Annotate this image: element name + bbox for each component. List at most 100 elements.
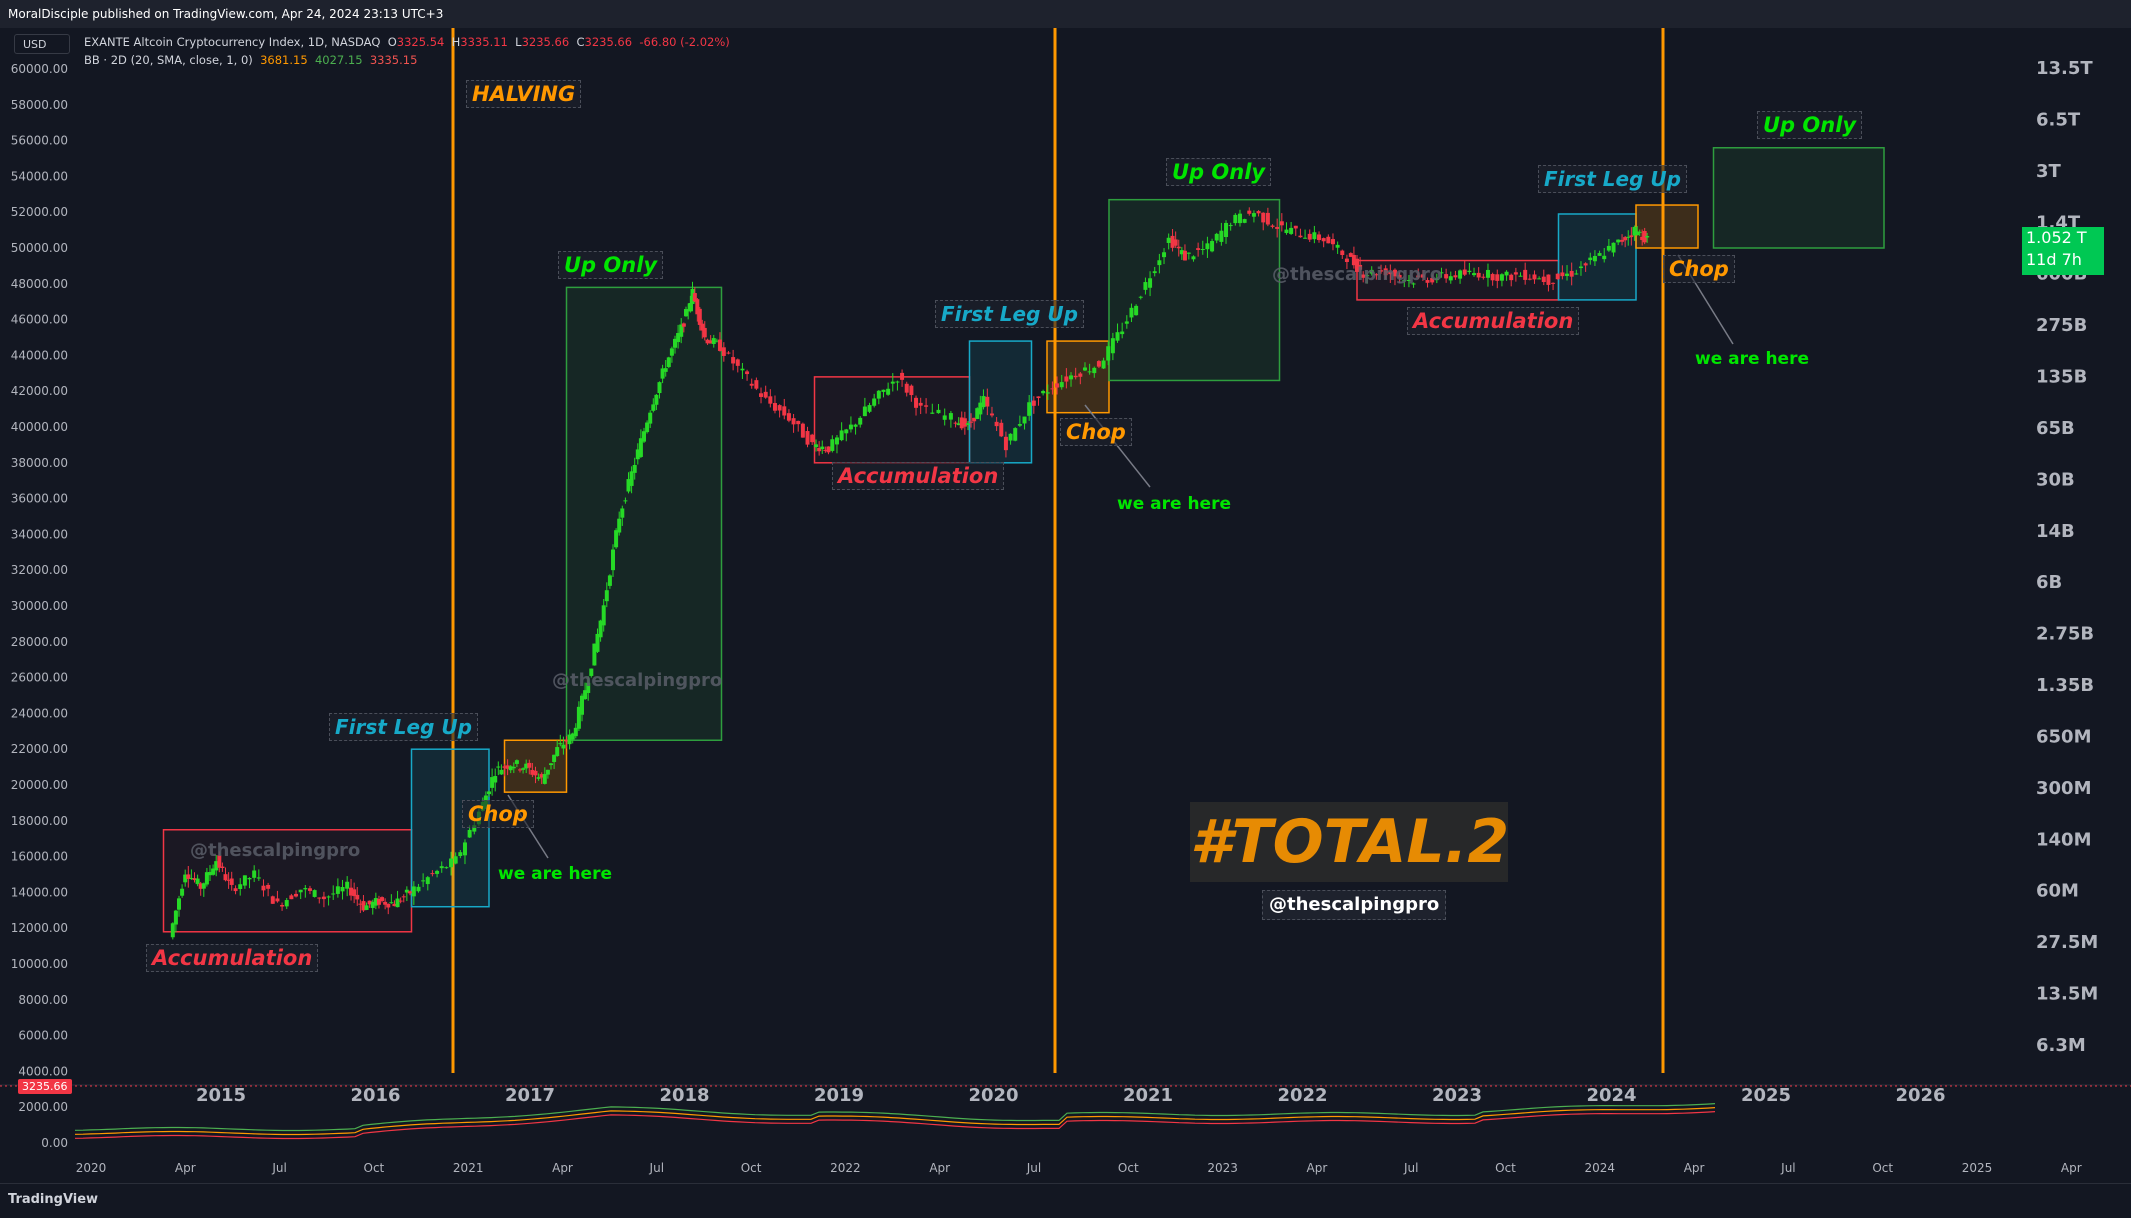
candle-body: [1228, 225, 1233, 227]
candle-body: [462, 842, 467, 856]
left-axis-tick: 34000.00: [11, 527, 68, 541]
watermark-2: @thescalpingpro: [552, 670, 723, 691]
candle-body: [496, 766, 501, 768]
zone-label-first-leg-2: First Leg Up: [935, 300, 1084, 328]
candle-body: [1162, 252, 1167, 258]
candle-body: [1495, 274, 1500, 281]
chart-canvas[interactable]: 60000.00 58000.00 56000.00 54000.00 52000.00…: [0, 28, 2131, 1183]
candle-body: [1374, 274, 1379, 276]
candle-body: [1606, 245, 1611, 251]
candle-body: [717, 339, 722, 351]
candle-body: [289, 895, 294, 900]
candle-body: [499, 769, 504, 775]
candle-body: [487, 791, 491, 795]
legend-bb-upper: 4027.15: [314, 53, 363, 67]
candle-body: [1546, 274, 1551, 285]
candle-body: [511, 766, 516, 769]
candle-body: [1078, 373, 1083, 377]
candle-body: [364, 905, 369, 910]
candle-body: [1179, 250, 1184, 255]
lower-x-axis-label: Apr: [552, 1161, 573, 1175]
candle-body: [1050, 388, 1055, 390]
candle-body: [430, 873, 435, 875]
candle-body: [1365, 275, 1370, 277]
candle-body: [638, 438, 643, 457]
candle-body: [648, 412, 653, 424]
candle-body: [745, 371, 750, 375]
candle-body: [1616, 239, 1621, 243]
price-badge-countdown: 11d 7h: [2026, 250, 2082, 269]
candle-body: [576, 706, 581, 729]
candle-body: [386, 903, 391, 908]
right-axis-tick: 6.5T: [2036, 109, 2081, 130]
candle-body: [948, 413, 953, 420]
tradingview-logo[interactable]: TradingView: [8, 1192, 99, 1207]
candle-body: [1416, 275, 1421, 278]
candle-body: [1166, 237, 1171, 243]
candle-body: [376, 898, 381, 905]
legend-change: -66.80 (-2.02%): [639, 35, 730, 49]
candle-body: [1242, 219, 1247, 223]
candle-body: [999, 422, 1004, 437]
zone-label-first-leg-3: First Leg Up: [1538, 165, 1687, 193]
lower-x-axis-label: Apr: [929, 1161, 950, 1175]
candle-body: [1504, 271, 1509, 276]
candle-body: [669, 348, 674, 356]
candle-body: [684, 309, 689, 317]
left-axis-tick: 48000.00: [11, 277, 68, 291]
candle-body: [1115, 332, 1120, 341]
candle-body: [1200, 249, 1205, 251]
chart-area[interactable]: 60000.00 58000.00 56000.00 54000.00 52000.00…: [0, 28, 2131, 1183]
candle-body: [1439, 272, 1444, 274]
candle-body: [853, 424, 858, 427]
currency-selector[interactable]: USD: [14, 34, 70, 54]
we-are-here-3: we are here: [1695, 349, 1810, 369]
candle-body: [1623, 237, 1628, 241]
candle-body: [1611, 242, 1616, 253]
candle-body: [1635, 231, 1640, 236]
zone-label-up-only-3: Up Only: [1757, 111, 1863, 139]
candle-body: [1330, 239, 1335, 245]
candle-body: [1110, 338, 1115, 354]
candle-body: [1358, 264, 1363, 270]
candle-body: [1523, 269, 1528, 280]
right-axis-tick: 2.75B: [2036, 624, 2094, 645]
candle-body: [1588, 257, 1593, 261]
x-axis-year-label: 2015: [196, 1085, 246, 1106]
candle-body: [266, 884, 271, 889]
zone-box-up-only: [565, 286, 723, 741]
candle-body: [936, 409, 941, 414]
lower-x-axis-label: Oct: [1495, 1161, 1516, 1175]
candle-body: [972, 417, 977, 422]
candle-body: [1551, 282, 1556, 284]
candle-body: [1284, 229, 1289, 234]
candle-body: [1270, 225, 1275, 227]
lower-x-axis-label: 2022: [830, 1161, 861, 1175]
candle-body: [876, 390, 881, 399]
candle-body: [1298, 235, 1303, 238]
watermark-1: @thescalpingpro: [190, 840, 361, 861]
candle-body: [326, 896, 331, 898]
candle-body: [180, 888, 185, 896]
candle-body: [312, 890, 317, 897]
left-axis-tick: 18000.00: [11, 814, 68, 828]
candle-body: [317, 897, 322, 899]
candle-body: [1045, 392, 1050, 394]
legend-bb-label: BB · 2D (20, SMA, close, 1, 0): [84, 53, 253, 67]
left-axis-tick: 54000.00: [11, 169, 68, 183]
footer-bar: TradingView: [0, 1183, 2131, 1218]
lower-x-axis-label: 2021: [453, 1161, 484, 1175]
candle-body: [663, 368, 668, 372]
candle-body: [518, 769, 522, 771]
candle-body: [1182, 250, 1187, 261]
candle-body: [1397, 274, 1402, 278]
zone-label-first-leg-1: First Leg Up: [329, 713, 478, 741]
candle-body: [1096, 361, 1101, 367]
lower-x-axis-label: 2025: [1962, 1161, 1993, 1175]
candle-body: [1307, 233, 1312, 240]
candle-body: [217, 855, 222, 868]
candle-body: [881, 389, 886, 392]
candle-body: [367, 900, 372, 905]
candle-body: [1036, 396, 1041, 399]
x-axis-year-label: 2016: [350, 1085, 400, 1106]
